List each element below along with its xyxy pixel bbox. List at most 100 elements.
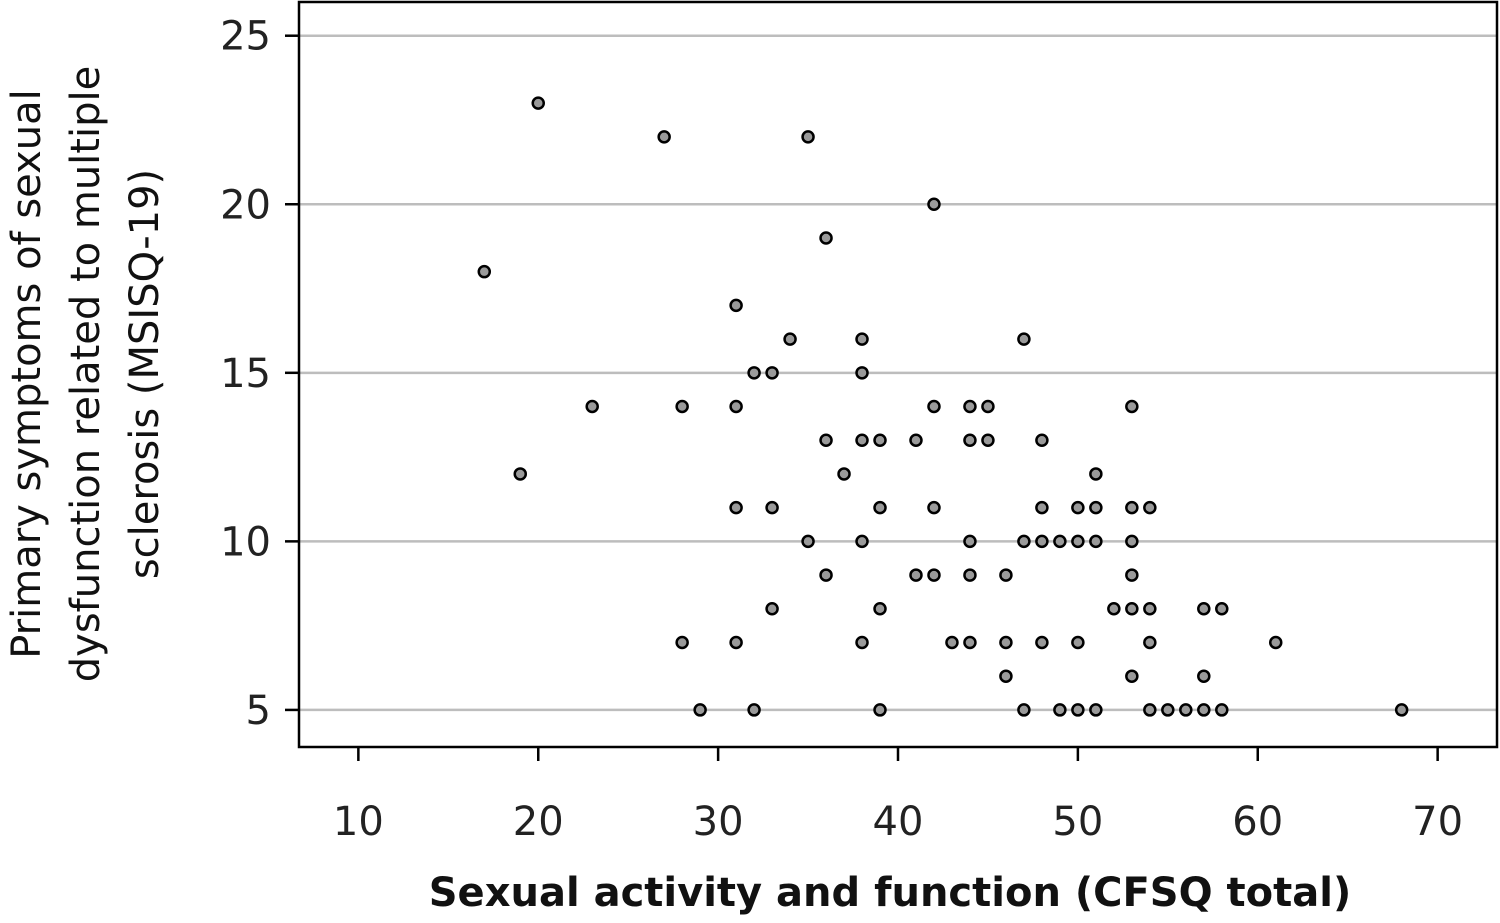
y-axis-label: Primary symptoms of sexual dysfunction r… — [4, 66, 168, 682]
data-point — [1089, 500, 1103, 515]
data-point — [1215, 602, 1229, 616]
data-point — [963, 399, 977, 414]
data-point — [1053, 534, 1067, 549]
data-point — [747, 703, 761, 717]
data-point — [801, 130, 815, 144]
data-point — [1143, 500, 1157, 515]
x-axis-label: Sexual activity and function (CFSQ total… — [429, 870, 1352, 916]
data-points — [477, 96, 1409, 717]
data-point — [927, 399, 941, 414]
data-point — [1107, 602, 1121, 616]
data-point — [693, 703, 707, 717]
data-point — [1143, 602, 1157, 616]
data-point — [819, 231, 833, 245]
data-point — [1071, 500, 1085, 515]
data-point — [1125, 500, 1139, 515]
data-point — [1035, 635, 1049, 650]
x-tick-label-10: 10 — [333, 799, 384, 845]
data-point — [909, 568, 923, 582]
data-point — [999, 669, 1013, 683]
data-point — [1215, 703, 1229, 717]
y-tick-label-25: 25 — [220, 14, 271, 60]
y-axis-label-line-1: Primary symptoms of sexual — [4, 89, 50, 659]
data-point — [1035, 433, 1049, 447]
data-point — [531, 96, 545, 110]
y-tick-label-20: 20 — [220, 182, 271, 228]
data-point — [855, 534, 869, 549]
data-point — [1125, 534, 1139, 549]
data-point — [657, 130, 671, 144]
data-point — [855, 366, 869, 380]
data-point — [1125, 602, 1139, 616]
data-point — [729, 635, 743, 650]
data-point — [1035, 500, 1049, 515]
data-point — [1161, 703, 1175, 717]
data-point — [927, 568, 941, 582]
data-point — [963, 568, 977, 582]
data-point — [1179, 703, 1193, 717]
data-point — [1089, 467, 1103, 481]
data-point — [1197, 669, 1211, 683]
data-point — [675, 399, 689, 414]
data-point — [1089, 703, 1103, 717]
y-axis-ticks: 5 10 15 20 25 — [220, 14, 299, 734]
x-axis-ticks: 10 20 30 40 50 60 70 — [333, 747, 1463, 845]
data-point — [999, 635, 1013, 650]
data-point — [855, 433, 869, 447]
data-point — [477, 264, 492, 279]
data-point — [1197, 703, 1211, 717]
data-point — [1125, 568, 1139, 582]
data-point — [675, 635, 689, 650]
y-tick-label-5: 5 — [246, 688, 271, 734]
data-point — [585, 399, 599, 414]
data-point — [999, 568, 1013, 582]
data-point — [1197, 602, 1211, 616]
data-point — [747, 366, 761, 380]
data-point — [819, 433, 833, 447]
data-point — [909, 433, 923, 447]
x-tick-label-60: 60 — [1232, 799, 1283, 845]
data-point — [963, 433, 977, 447]
data-point — [1071, 703, 1085, 717]
y-tick-label-10: 10 — [220, 519, 271, 565]
data-point — [801, 534, 815, 549]
grid-lines — [299, 34, 1497, 712]
data-point — [513, 467, 528, 481]
x-tick-label-20: 20 — [513, 799, 564, 845]
data-point — [1394, 703, 1409, 717]
data-point — [1053, 703, 1067, 717]
data-point — [873, 703, 887, 717]
data-point — [729, 298, 743, 313]
data-point — [1017, 703, 1031, 717]
x-tick-label-70: 70 — [1412, 799, 1463, 845]
data-point — [873, 433, 887, 447]
y-axis-label-line-2: dysfunction related to multiple — [63, 66, 109, 682]
data-point — [765, 602, 779, 616]
data-point — [1071, 534, 1085, 549]
data-point — [1089, 534, 1103, 549]
data-point — [729, 399, 743, 414]
data-point — [1017, 332, 1031, 346]
data-point — [765, 366, 779, 380]
data-point — [927, 197, 941, 212]
data-point — [873, 602, 887, 616]
data-point — [981, 433, 995, 447]
data-point — [927, 500, 941, 515]
data-point — [963, 635, 977, 650]
data-point — [1125, 669, 1139, 683]
data-point — [1071, 635, 1085, 650]
x-tick-label-50: 50 — [1052, 799, 1103, 845]
data-point — [1017, 534, 1031, 549]
x-tick-label-40: 40 — [873, 799, 924, 845]
data-point — [819, 568, 833, 582]
y-axis-label-line-3: sclerosis (MSISQ-19) — [122, 169, 168, 579]
data-point — [783, 332, 797, 346]
data-point — [873, 500, 887, 515]
data-point — [981, 399, 995, 414]
data-point — [1268, 635, 1283, 650]
data-point — [729, 500, 743, 515]
data-point — [1035, 534, 1049, 549]
data-point — [1125, 399, 1139, 414]
y-tick-label-15: 15 — [220, 351, 271, 397]
